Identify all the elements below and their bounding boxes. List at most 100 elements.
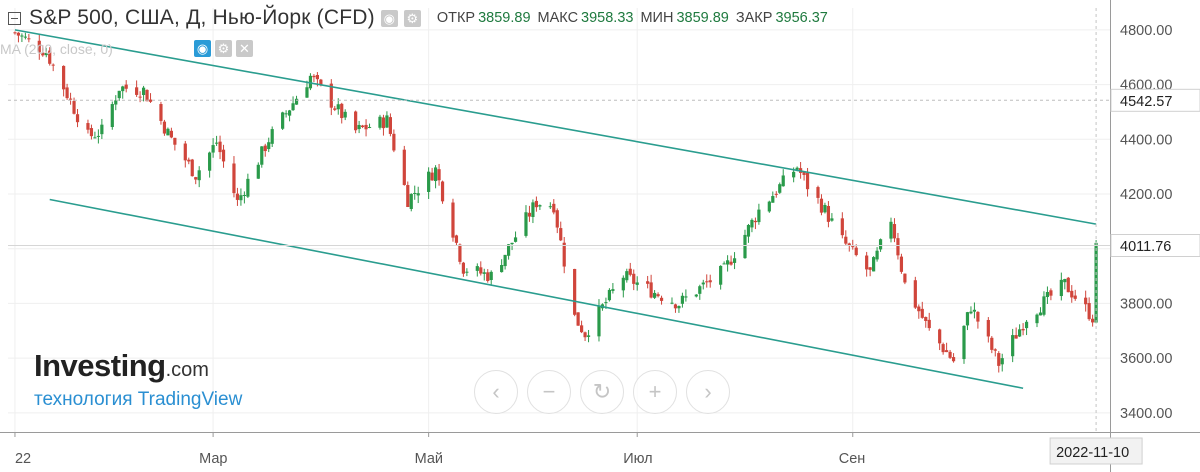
gear-icon[interactable]: ⚙ bbox=[215, 40, 232, 57]
zoom-out-button[interactable]: − bbox=[527, 370, 571, 414]
candle-body bbox=[308, 75, 313, 89]
candle-body bbox=[89, 128, 94, 137]
candle-body bbox=[381, 117, 386, 129]
channel-lines[interactable] bbox=[14, 29, 1097, 390]
candle-body bbox=[211, 145, 215, 153]
ma-label: MA (200, close, 0) bbox=[0, 40, 113, 57]
candle-body bbox=[531, 202, 535, 217]
candle-body bbox=[878, 239, 883, 250]
candle-body bbox=[451, 202, 455, 238]
candle-body bbox=[1018, 329, 1022, 337]
candle-body bbox=[851, 246, 855, 248]
candle-body bbox=[145, 89, 149, 102]
zoom-in-button[interactable]: + bbox=[633, 370, 677, 414]
trend-channel-line[interactable] bbox=[49, 198, 1024, 390]
candle-body bbox=[872, 257, 876, 272]
candle-body bbox=[440, 181, 445, 202]
candle-body bbox=[694, 294, 698, 297]
collapse-icon[interactable] bbox=[8, 11, 21, 25]
gear-icon[interactable]: ⚙ bbox=[403, 9, 421, 27]
candle-body bbox=[263, 145, 267, 152]
candle-body bbox=[214, 142, 219, 144]
candle-body bbox=[479, 267, 483, 274]
candle-body bbox=[726, 260, 730, 265]
candle-body bbox=[287, 110, 292, 116]
candle-body bbox=[965, 312, 970, 326]
x-tick-label: Май bbox=[415, 451, 443, 467]
candle-body bbox=[1021, 328, 1025, 331]
candle-body bbox=[896, 238, 900, 256]
candle-body bbox=[340, 103, 344, 119]
candle-body bbox=[1066, 277, 1070, 293]
reset-button[interactable]: ↻ bbox=[580, 370, 624, 414]
candle-body bbox=[555, 210, 559, 228]
candle-body bbox=[997, 353, 1001, 366]
candle-body bbox=[305, 87, 309, 98]
candle-body bbox=[840, 218, 844, 236]
candle-body bbox=[354, 111, 358, 131]
candle-body bbox=[927, 319, 931, 329]
candle-body bbox=[757, 209, 761, 223]
candle-body bbox=[767, 201, 771, 212]
candle-body bbox=[75, 114, 80, 123]
scroll-left-button[interactable]: ‹ bbox=[474, 370, 518, 414]
candle-body bbox=[360, 125, 365, 128]
y-tick-label: 4200.00 bbox=[1120, 187, 1172, 203]
candle-body bbox=[847, 243, 851, 246]
candle-body bbox=[221, 149, 226, 162]
candle-body bbox=[378, 116, 382, 128]
candle-body bbox=[604, 302, 608, 304]
candle-body bbox=[291, 103, 295, 111]
chart-grid bbox=[8, 8, 1110, 432]
candle-body bbox=[246, 178, 250, 197]
eye-icon[interactable]: ◉ bbox=[194, 40, 211, 57]
trend-channel-line[interactable] bbox=[14, 29, 1097, 225]
close-icon[interactable]: ✕ bbox=[236, 40, 253, 57]
y-tick-label: 3400.00 bbox=[1120, 406, 1172, 422]
candle-body bbox=[159, 104, 163, 121]
eye-icon[interactable]: ◉ bbox=[380, 9, 398, 27]
candle-body bbox=[110, 104, 114, 128]
last-date-box bbox=[1049, 437, 1143, 465]
candle-body bbox=[1063, 279, 1067, 283]
candle-body bbox=[649, 282, 653, 298]
candle-body bbox=[430, 172, 434, 181]
candle-body bbox=[1038, 312, 1043, 316]
candle-body bbox=[844, 236, 848, 244]
candle-body bbox=[753, 220, 758, 223]
candle-body bbox=[865, 255, 869, 270]
x-tick-label: Июл bbox=[623, 451, 652, 467]
candle-body bbox=[986, 319, 990, 337]
candle-body bbox=[65, 87, 69, 99]
candle-body bbox=[96, 135, 100, 137]
candle-body bbox=[413, 192, 417, 194]
candle-body bbox=[826, 205, 831, 222]
candle-body bbox=[194, 177, 198, 180]
candle-body bbox=[562, 242, 566, 267]
candle-body bbox=[336, 104, 340, 110]
candle-body bbox=[722, 263, 726, 265]
candle-body bbox=[646, 281, 650, 284]
candle-body bbox=[913, 280, 917, 308]
candle-body bbox=[281, 112, 285, 129]
candle-body bbox=[732, 258, 737, 263]
candle-body bbox=[486, 272, 490, 281]
candle-body bbox=[635, 282, 639, 285]
candle-body bbox=[538, 205, 542, 207]
brand-watermark: Investing.com технология TradingView bbox=[34, 348, 242, 411]
chart-title: S&P 500, США, Д, Нью-Йорк (CFD) bbox=[29, 6, 375, 29]
scroll-right-button[interactable]: › bbox=[686, 370, 730, 414]
candle-body bbox=[969, 311, 973, 314]
candle-body bbox=[938, 329, 942, 344]
candle-body bbox=[1024, 321, 1029, 329]
y-tick-label: 3800.00 bbox=[1120, 296, 1172, 312]
candle-body bbox=[778, 184, 782, 193]
candle-body bbox=[586, 335, 591, 337]
candle-body bbox=[920, 308, 924, 318]
candle-body bbox=[294, 98, 299, 105]
candle-body bbox=[458, 244, 462, 262]
candle-body bbox=[746, 224, 751, 237]
candle-body bbox=[1073, 295, 1077, 299]
candle-body bbox=[771, 196, 775, 203]
